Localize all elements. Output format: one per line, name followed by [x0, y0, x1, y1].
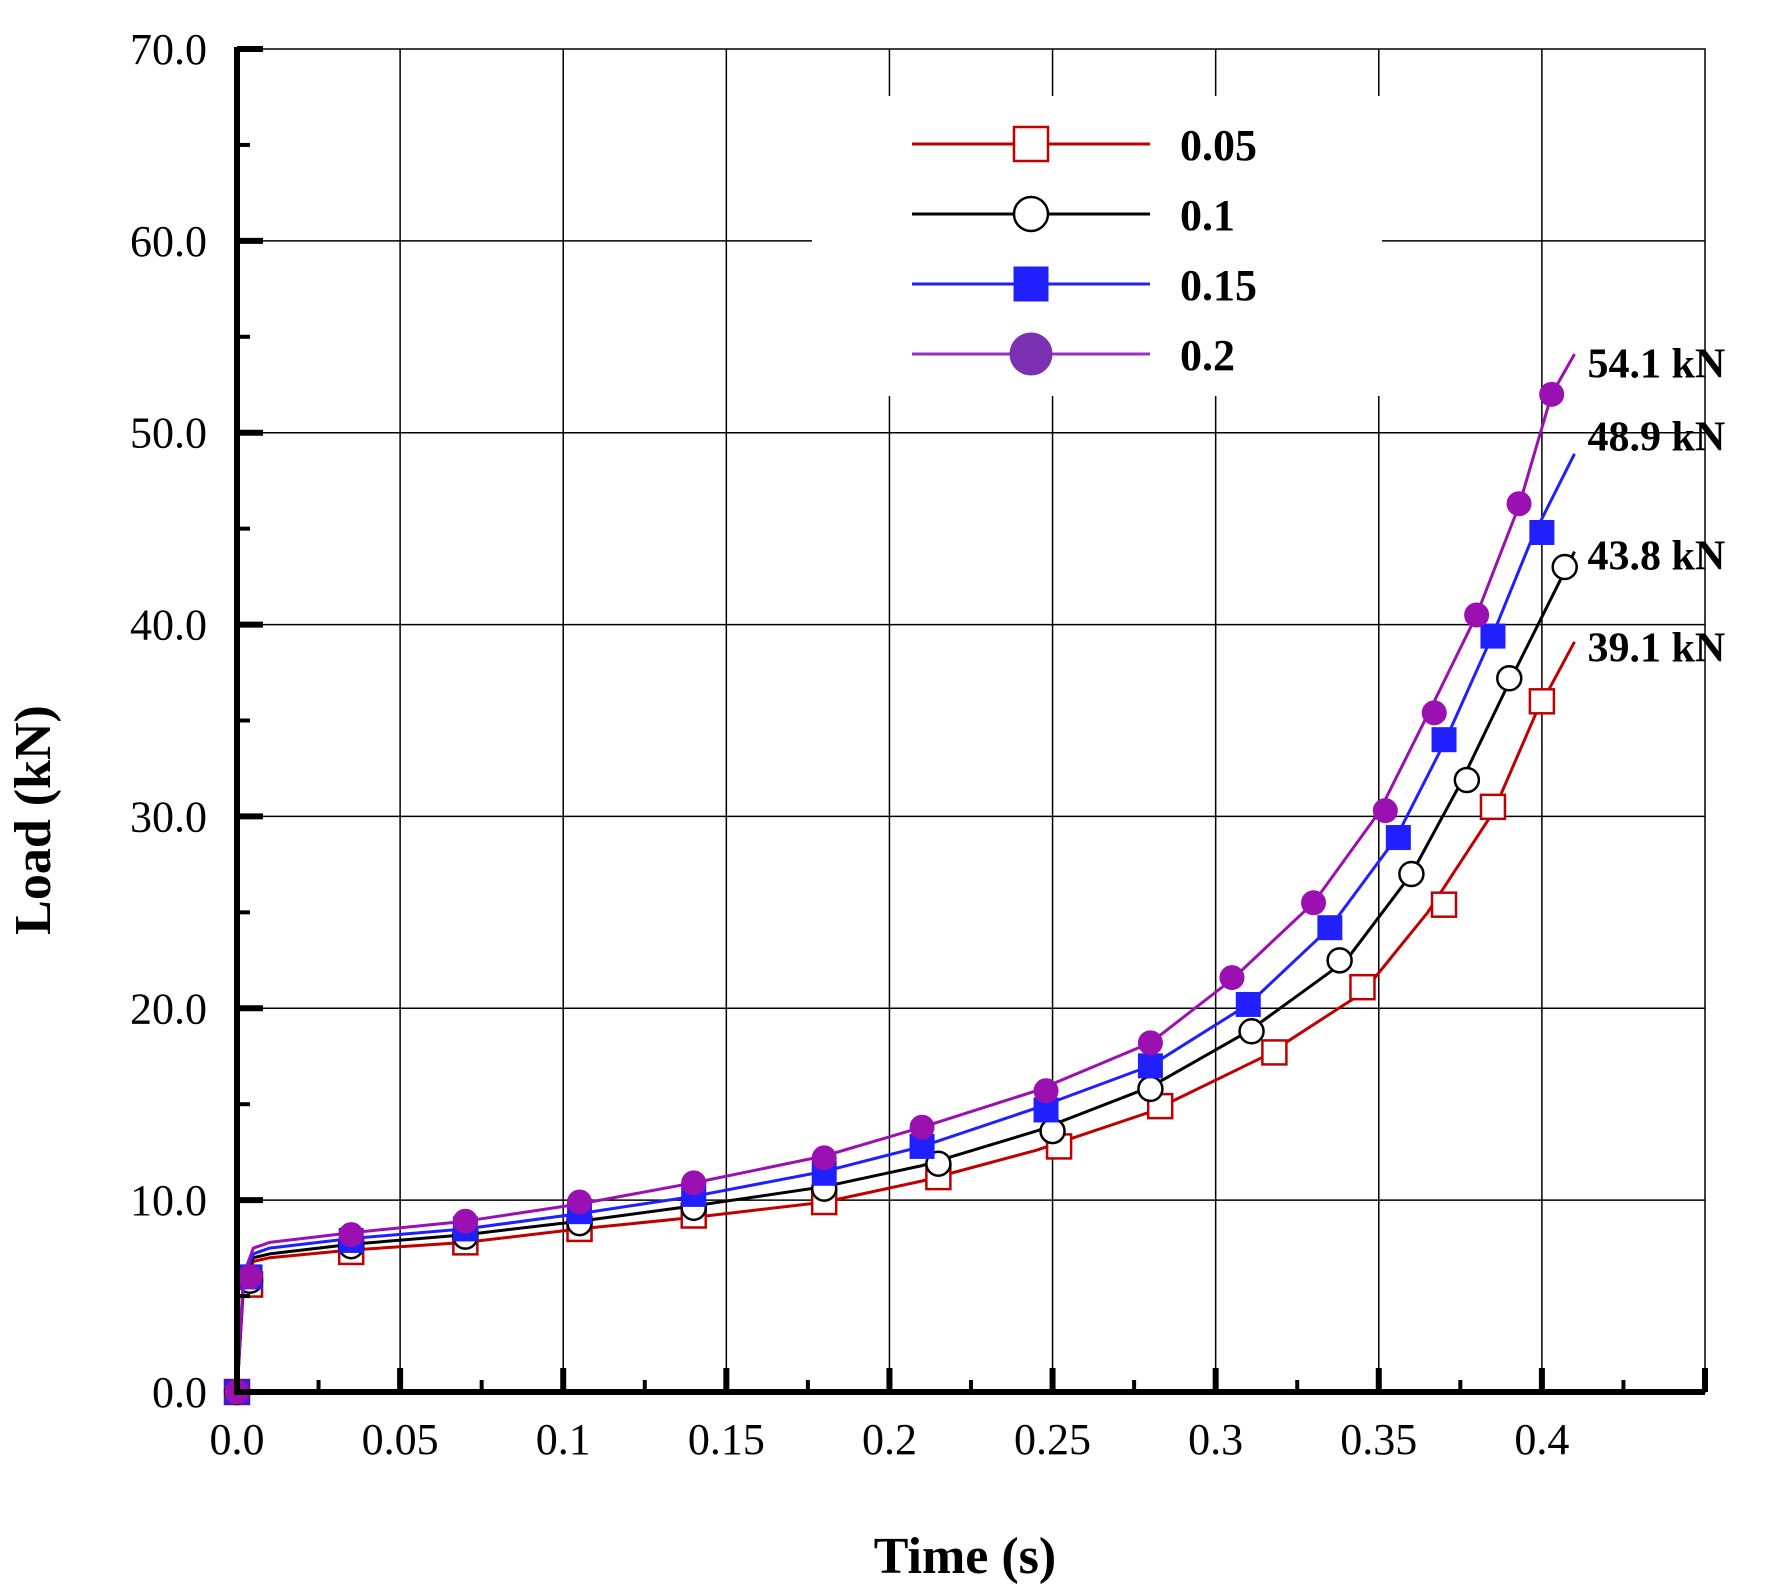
end-value-label: 54.1 kN	[1588, 342, 1726, 388]
x-tick-label: 0.2	[862, 1415, 917, 1464]
data-point	[1261, 1039, 1288, 1066]
y-tick-label: 30.0	[130, 792, 207, 841]
data-point	[1349, 973, 1376, 1001]
data-point	[1372, 798, 1398, 824]
end-labels: 39.1 kN 43.8 kN 48.9 kN 54.1 kN	[1588, 342, 1726, 672]
end-value-label: 39.1 kN	[1588, 626, 1726, 672]
data-point	[1235, 991, 1261, 1017]
x-tick-label: 0.15	[688, 1415, 765, 1464]
legend-label: 0.1	[1180, 191, 1235, 240]
y-tick-label: 60.0	[130, 217, 207, 266]
data-point	[681, 1170, 707, 1196]
legend-marker	[1009, 332, 1053, 376]
legend-marker	[1012, 195, 1050, 233]
data-point	[1431, 727, 1457, 753]
data-point	[1385, 825, 1411, 851]
axes: 0.0 0.05 0.1 0.15 0.2 0.25 0.3 0.35 0.4 0.0 10.0 20…	[130, 25, 1708, 1464]
legend-label: 0.05	[1180, 121, 1257, 170]
data-point	[1551, 553, 1578, 581]
x-tick-label: 0.4	[1514, 1415, 1569, 1464]
data-point	[1421, 700, 1447, 726]
data-point	[1137, 1075, 1164, 1103]
x-tick-label: 0.0	[210, 1415, 265, 1464]
data-point	[1506, 491, 1532, 517]
y-tick-label: 40.0	[130, 601, 207, 650]
legend-label: 0.2	[1180, 331, 1235, 380]
x-tick-label: 0.05	[362, 1415, 439, 1464]
x-tick-label: 0.25	[1014, 1415, 1091, 1464]
data-point	[1137, 1053, 1163, 1079]
data-point	[1301, 890, 1327, 916]
data-point	[1464, 602, 1490, 628]
data-point	[811, 1145, 837, 1171]
x-tick-label: 0.35	[1340, 1415, 1417, 1464]
data-point	[909, 1114, 935, 1140]
data-point	[567, 1189, 593, 1215]
data-point	[1496, 665, 1523, 692]
grid	[236, 48, 1706, 1393]
data-point	[1317, 915, 1343, 941]
legend-marker	[1012, 125, 1050, 163]
legend-box	[812, 96, 1382, 396]
y-tick-label: 70.0	[130, 25, 207, 74]
series-line	[235, 353, 1576, 1393]
legend: 0.05 0.1 0.15 0.2	[812, 96, 1382, 396]
data-point	[1528, 688, 1556, 715]
data-point	[1238, 1018, 1265, 1045]
legend-marker	[1013, 266, 1049, 302]
data-point	[452, 1208, 478, 1234]
data-point	[1033, 1078, 1059, 1104]
y-tick-label: 50.0	[130, 409, 207, 458]
data-point	[1326, 947, 1353, 974]
end-value-label: 48.9 kN	[1588, 415, 1726, 461]
y-axis-title: Load (kN)	[5, 705, 62, 935]
data-point	[237, 1264, 263, 1290]
data-point	[1039, 1117, 1066, 1145]
data-point	[1430, 891, 1458, 918]
x-axis-title: Time (s)	[874, 1528, 1056, 1585]
data-point	[1137, 1030, 1163, 1056]
data-point	[1529, 519, 1555, 545]
data-point	[1453, 766, 1481, 794]
data-point	[1539, 381, 1565, 407]
y-tick-label: 20.0	[130, 984, 207, 1033]
x-tick-label: 0.1	[536, 1415, 591, 1464]
series-line	[235, 551, 1576, 1393]
x-tick-label: 0.3	[1188, 1415, 1243, 1464]
y-tick-label: 0.0	[152, 1368, 207, 1417]
data-point	[338, 1222, 364, 1248]
data-point	[1479, 793, 1507, 821]
legend-label: 0.15	[1180, 261, 1257, 310]
y-tick-label: 10.0	[130, 1176, 207, 1225]
data-point	[1398, 860, 1425, 888]
data-point	[1219, 965, 1245, 991]
data-point	[1480, 623, 1506, 649]
end-value-label: 43.8 kN	[1588, 534, 1726, 580]
